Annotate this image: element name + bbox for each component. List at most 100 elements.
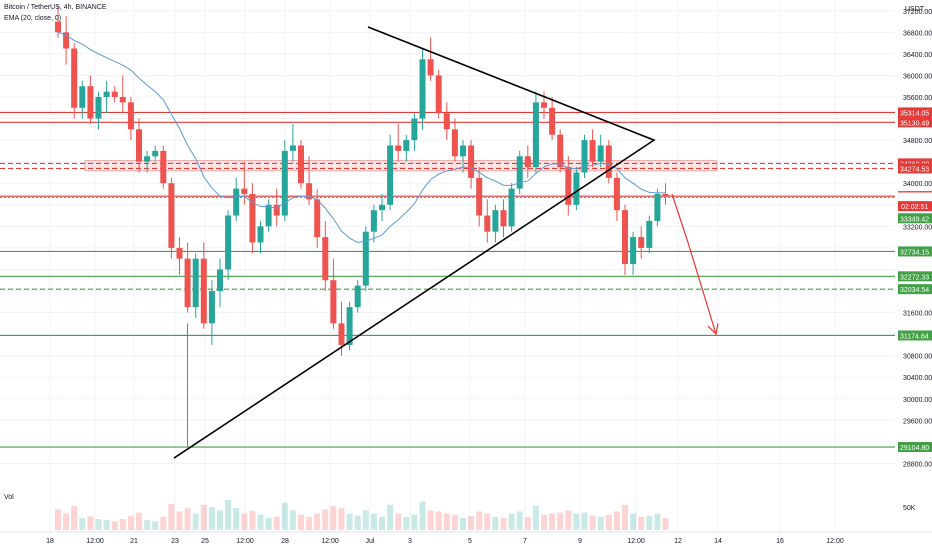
- volume-bar: [662, 518, 669, 530]
- candle-body: [508, 188, 515, 227]
- price-badge-label: 35314.05: [900, 110, 929, 117]
- volume-bar: [314, 513, 321, 530]
- volume-bar: [330, 506, 337, 530]
- candle: [119, 75, 126, 114]
- candle-body: [273, 204, 280, 216]
- price-badge-label: 32034.54: [900, 287, 929, 294]
- x-tick-label: 18: [46, 538, 54, 545]
- candle-body: [289, 145, 296, 151]
- grid-layer: [0, 0, 895, 532]
- countdown-badge: [898, 201, 932, 212]
- candle: [111, 86, 118, 103]
- candle: [152, 145, 159, 162]
- y-tick-label: 29600.00: [903, 418, 932, 425]
- volume-label: Vol: [4, 494, 14, 501]
- volume-bar: [532, 506, 539, 530]
- candle-body: [605, 145, 612, 178]
- candle-body: [55, 21, 61, 33]
- candle-body: [387, 145, 394, 205]
- candle-body: [370, 210, 377, 232]
- price-badge-label: 33349.42: [900, 216, 929, 223]
- candle-body: [565, 167, 572, 205]
- x-tick-label: 12:00: [321, 538, 339, 545]
- candle-body: [168, 183, 175, 248]
- y-tick-label: 34800.00: [903, 138, 932, 145]
- volume-bar: [516, 511, 523, 530]
- volume-bar: [565, 510, 572, 530]
- volume-bar: [524, 516, 531, 530]
- arrow-head: [707, 323, 719, 336]
- volume-bar: [273, 516, 280, 530]
- candle-body: [136, 129, 142, 162]
- y-tick-label: 33200.00: [903, 224, 932, 231]
- volume-bar: [597, 516, 604, 530]
- candle-body: [460, 145, 466, 157]
- volume-bar: [225, 500, 232, 530]
- candle: [184, 242, 191, 313]
- candle: [565, 156, 572, 216]
- candle-body: [71, 48, 78, 108]
- candle-layer: [55, 5, 669, 448]
- candle: [103, 80, 110, 114]
- volume-bar: [160, 516, 167, 530]
- candle: [516, 150, 523, 194]
- y-tick-label: 30400.00: [903, 375, 932, 382]
- candle: [127, 97, 134, 141]
- volume-bar: [71, 506, 78, 530]
- candle-body: [476, 177, 483, 216]
- candle: [354, 280, 361, 313]
- candle-body: [184, 258, 191, 308]
- volume-bar: [208, 507, 215, 530]
- volume-bar: [338, 508, 345, 530]
- volume-bar: [395, 513, 402, 530]
- candle: [581, 134, 588, 178]
- price-badge: [898, 163, 932, 174]
- resistance-zone-box: [84, 160, 718, 172]
- volume-bar: [508, 513, 515, 530]
- candle-body: [322, 237, 329, 281]
- candle-body: [192, 258, 199, 308]
- volume-bar: [322, 509, 329, 530]
- candle-body: [427, 59, 434, 76]
- symbol-title[interactable]: Bitcoin / TetherUS, 4h, BINANCE: [4, 4, 107, 11]
- x-tick-label: 14: [714, 538, 722, 545]
- volume-bar: [127, 515, 134, 530]
- volume-bar: [435, 511, 442, 530]
- price-axis[interactable]: 35314.0535130.4934368.0034274.5333760.20…: [898, 9, 932, 512]
- price-badge: [898, 192, 932, 203]
- candle: [524, 145, 531, 178]
- volume-bar: [184, 508, 191, 530]
- candle: [508, 183, 515, 232]
- candle-body: [395, 145, 402, 151]
- time-axis[interactable]: 18 12:00 21 23 25 12:00 28 12:00 Jul 3 5 7 9 12:00 12 1…: [0, 531, 932, 545]
- candle: [192, 253, 199, 318]
- volume-bar: [217, 510, 223, 530]
- candle: [427, 37, 434, 81]
- candle-body: [233, 188, 240, 216]
- volume-bar: [79, 518, 86, 530]
- candle: [362, 226, 369, 291]
- y-tick-label: 28800.00: [903, 461, 932, 468]
- volume-bar: [298, 514, 304, 530]
- price-badge: [898, 246, 932, 257]
- candle-body: [79, 86, 86, 108]
- volume-bar: [492, 516, 499, 530]
- candle: [435, 70, 442, 119]
- currency-label[interactable]: USDT: [905, 6, 925, 13]
- volume-bar: [144, 520, 151, 530]
- candle-body: [249, 194, 256, 243]
- candle-body: [630, 237, 637, 265]
- price-badge-label: 32734.15: [900, 249, 929, 256]
- volume-bar: [87, 516, 94, 530]
- y-tick-label: 37200.00: [903, 9, 932, 16]
- triangle-lines: [173, 26, 656, 459]
- candle: [468, 140, 475, 189]
- x-tick-label: 3: [408, 538, 412, 545]
- candle: [646, 215, 653, 254]
- candle-body: [241, 188, 248, 194]
- candle: [597, 134, 604, 168]
- volume-bar: [557, 512, 564, 530]
- indicator-label[interactable]: EMA (20, close, 0): [4, 15, 62, 22]
- candle-body: [557, 134, 564, 168]
